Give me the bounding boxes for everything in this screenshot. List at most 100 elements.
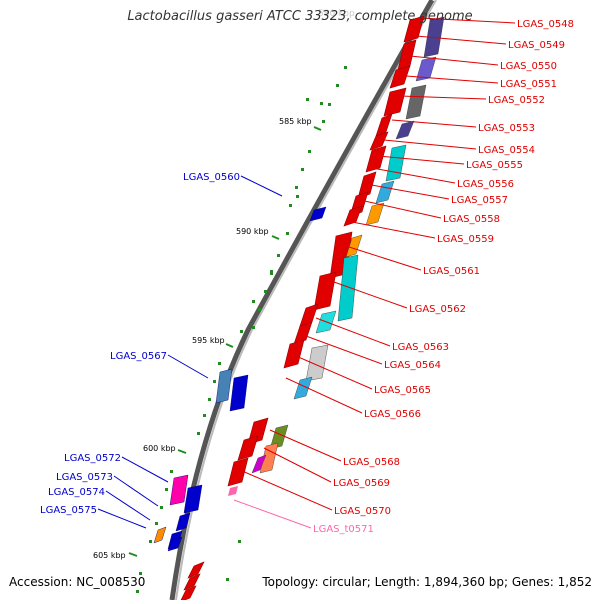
scale-tick-minor [320, 102, 323, 105]
gene-label-forward: LGAS_0551 [500, 79, 557, 90]
gene-label-leader [105, 490, 151, 521]
scale-tick-minor [197, 432, 200, 435]
gene-label-forward: LGAS_0565 [374, 385, 431, 396]
gene-label-leader [409, 55, 499, 66]
scale-tick-minor [149, 540, 152, 543]
gene-label-leader [295, 355, 373, 390]
gene-label-forward: LGAS_0556 [457, 179, 514, 190]
scale-tick-minor [218, 362, 221, 365]
gene-label-leader [269, 429, 342, 462]
scale-label: 585 kbp [279, 117, 312, 126]
gene-box-category [293, 376, 313, 400]
gene-box-category [345, 234, 363, 258]
gene-label-forward: LGAS_0570 [334, 506, 391, 517]
gene-label-leader [415, 35, 507, 45]
scale-tick-minor [155, 522, 158, 525]
scale-tick-major [177, 449, 187, 454]
gene-arrow-forward [227, 457, 249, 487]
gene-arrow-reverse [153, 526, 167, 544]
gene-label-forward: LGAS_0563 [392, 342, 449, 353]
scale-label: 600 kbp [143, 444, 176, 453]
scale-tick-minor [296, 195, 299, 198]
gene-label-reverse: LGAS_0572 [64, 453, 121, 464]
gene-arrow-forward [237, 435, 259, 461]
gene-label-forward: LGAS_0557 [451, 195, 508, 206]
gene-label-leader [405, 75, 499, 84]
gene-arrow-reverse [229, 374, 249, 412]
gene-box-category [405, 84, 427, 120]
gene-arrow-forward [293, 321, 313, 345]
gene-label-forward: LGAS_0564 [384, 360, 441, 371]
gene-box-category [385, 144, 407, 182]
gene-label-leader [391, 119, 477, 128]
gene-label-forward: LGAS_0550 [500, 61, 557, 72]
scale-tick-minor [238, 540, 241, 543]
gene-label-reverse: LGAS_0573 [56, 472, 113, 483]
gene-arrow-forward [313, 271, 337, 311]
scale-tick-minor [336, 84, 339, 87]
gene-label-forward: LGAS_0548 [517, 19, 574, 30]
gene-arrow-reverse [215, 368, 233, 404]
gene-label-leader [240, 175, 283, 197]
gene-label-forward: LGAS_0559 [437, 234, 494, 245]
gene-label-forward: LGAS_0561 [423, 266, 480, 277]
scale-tick-major [128, 552, 138, 557]
gene-label-forward: LGAS_0562 [409, 304, 466, 315]
gene-box-category [337, 254, 359, 322]
gene-arrow-forward [369, 131, 389, 151]
gene-label-leader [399, 95, 487, 100]
gene-box-category [251, 454, 267, 474]
scale-tick-minor [270, 270, 273, 273]
gene-label-reverse: LGAS_0567 [110, 351, 167, 362]
gene-arrow-forward [283, 339, 305, 369]
scale-tick-minor [165, 488, 168, 491]
gene-label-forward: LGAS_0569 [333, 478, 390, 489]
scale-tick-minor [308, 150, 311, 153]
gene-arrow-forward [383, 87, 407, 117]
gene-arrow-forward [403, 15, 425, 43]
gene-label-reverse: LGAS_0574 [48, 487, 105, 498]
gene-trna [228, 486, 238, 496]
gene-arrow-reverse [169, 474, 189, 506]
gene-label-leader [345, 245, 422, 271]
gene-label-leader [351, 221, 436, 239]
scale-tick-minor [277, 254, 280, 257]
scale-tick-minor [286, 232, 289, 235]
scale-tick-minor [270, 272, 273, 275]
accession-label: Accession: NC_008530 [9, 575, 146, 589]
gene-label-forward: LGAS_0568 [343, 457, 400, 468]
gene-arrow-forward [179, 585, 197, 603]
scale-tick-minor [306, 98, 309, 101]
gene-arrow-forward [343, 205, 363, 227]
gene-label-forward: LGAS_0554 [478, 145, 535, 156]
gene-label-leader [233, 499, 312, 529]
scale-tick-minor [264, 290, 267, 293]
gene-label-forward: LGAS_0549 [508, 40, 565, 51]
gene-label-forward: LGAS_0553 [478, 123, 535, 134]
gene-box-category [423, 16, 445, 58]
gene-label-leader [167, 354, 209, 379]
scale-tick-minor [203, 414, 206, 417]
scale-tick-minor [139, 572, 142, 575]
gene-arrow-reverse [175, 512, 191, 532]
scale-tick-minor [258, 308, 261, 311]
scale-tick-minor [136, 590, 139, 593]
gene-label-leader [419, 17, 516, 24]
gene-label-leader [113, 475, 159, 507]
gene-label-leader [263, 447, 332, 483]
scale-tick-major [225, 343, 234, 348]
scale-tick-minor [322, 120, 325, 123]
scale-tick-minor [170, 470, 173, 473]
gene-box-category [365, 202, 385, 226]
gene-label-leader [359, 199, 442, 219]
map-title: Lactobacillus gasseri ATCC 33323, comple… [127, 9, 473, 24]
gene-label-leader [315, 317, 391, 347]
gene-arrow-forward [357, 171, 377, 199]
gene-label-reverse: LGAS_0575 [40, 505, 97, 516]
gene-label-leader [383, 139, 477, 150]
scale-tick-major [271, 235, 280, 240]
gene-arrow-reverse [167, 536, 183, 552]
scale-label: 590 kbp [236, 227, 269, 236]
gene-label-leader [305, 335, 383, 365]
